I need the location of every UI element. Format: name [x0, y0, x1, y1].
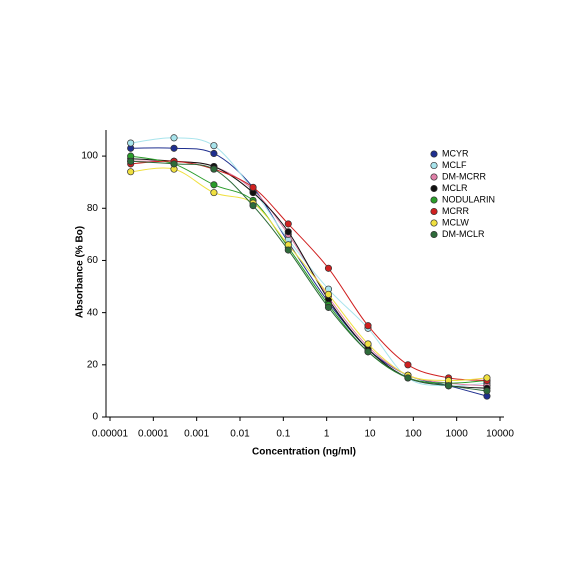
y-tick-label: 60 — [87, 255, 99, 266]
data-point — [127, 139, 135, 147]
data-point — [210, 142, 218, 150]
legend-label: NODULARIN — [442, 194, 495, 204]
fit-curve — [130, 147, 488, 397]
data-point — [404, 361, 412, 369]
legend-label: MCLF — [442, 160, 467, 170]
legend-marker — [430, 184, 438, 193]
data-point — [210, 181, 218, 189]
data-point — [364, 340, 372, 348]
legend-label: DM-MCLR — [442, 229, 485, 239]
y-tick-label: 100 — [81, 151, 98, 162]
data-point — [483, 387, 491, 395]
data-point — [127, 157, 135, 165]
y-tick-label: 40 — [87, 307, 99, 318]
data-point — [445, 382, 453, 390]
fit-curve — [130, 137, 487, 387]
legend-marker — [430, 219, 438, 227]
y-tick-label: 20 — [87, 359, 99, 370]
data-point — [210, 189, 218, 197]
data-point — [210, 149, 218, 158]
data-point — [170, 160, 178, 168]
data-point — [483, 374, 491, 382]
data-point — [170, 144, 178, 152]
x-tick-label: 0.0001 — [138, 429, 169, 440]
data-point — [324, 290, 333, 298]
legend-marker — [430, 230, 438, 239]
y-axis-title: Absorbance (% Bo) — [75, 226, 86, 318]
x-tick-label: 0.00001 — [92, 429, 129, 440]
fit-curve — [130, 155, 487, 384]
x-tick-label: 10 — [364, 429, 376, 440]
x-tick-label: 10000 — [486, 429, 514, 440]
y-tick-label: 80 — [87, 203, 99, 214]
data-point — [210, 165, 218, 173]
data-point — [284, 246, 292, 254]
legend-marker — [430, 161, 438, 170]
data-point — [170, 134, 178, 142]
legend-marker — [430, 173, 438, 181]
fit-curve — [130, 160, 488, 392]
data-point — [249, 183, 257, 191]
data-point — [364, 322, 372, 330]
legend-marker — [430, 196, 438, 204]
x-tick-label: 0.001 — [184, 429, 209, 440]
legend-label: DM-MCRR — [442, 171, 486, 181]
x-tick-label: 0.1 — [276, 429, 290, 440]
fit-curve — [130, 160, 487, 381]
legend-label: MCRR — [442, 206, 469, 216]
data-point — [284, 220, 292, 228]
legend-label: MCLR — [442, 183, 468, 193]
fit-curve — [130, 167, 487, 382]
x-tick-label: 0.01 — [230, 429, 250, 440]
x-tick-label: 100 — [405, 429, 422, 440]
data-point — [127, 168, 135, 176]
data-point — [284, 228, 292, 236]
x-tick-label: 1 — [324, 429, 330, 440]
data-point — [249, 202, 257, 210]
legend-marker — [430, 207, 438, 216]
data-point — [364, 348, 372, 356]
x-axis-title: Concentration (ng/ml) — [252, 447, 356, 458]
legend-label: MCLW — [442, 217, 469, 227]
y-tick-label: 0 — [92, 412, 98, 423]
legend-marker — [430, 150, 438, 158]
data-point — [404, 374, 412, 382]
legend-label: MCYR — [442, 148, 469, 158]
data-point — [324, 264, 333, 272]
data-point — [324, 303, 333, 311]
x-tick-label: 1000 — [446, 429, 469, 440]
